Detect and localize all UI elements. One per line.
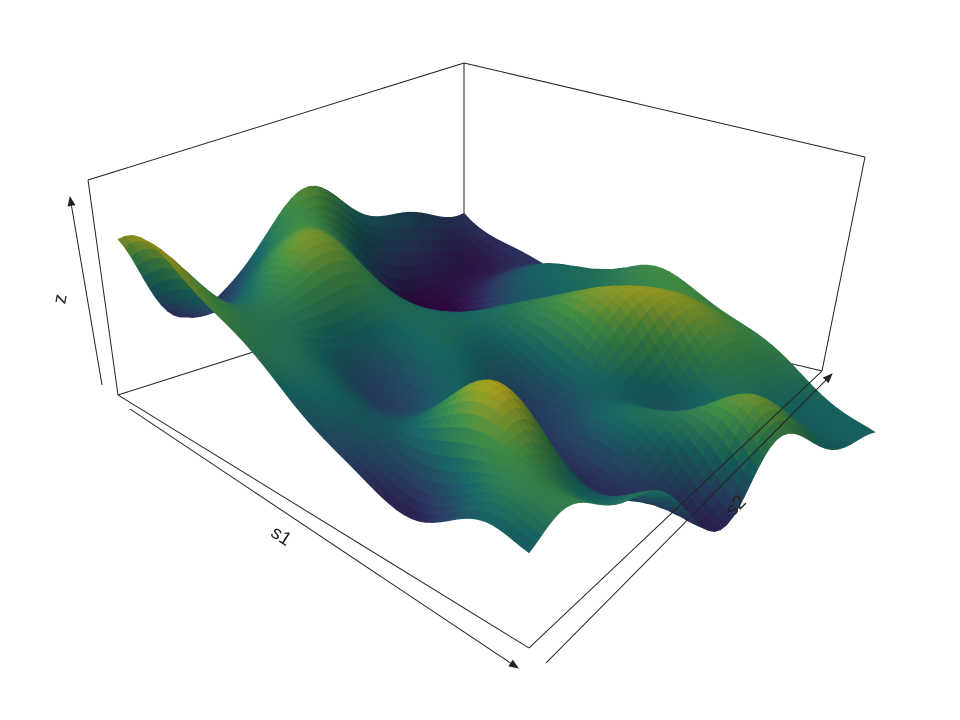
s1-axis-arrow (129, 408, 519, 669)
s2-axis-arrow (545, 373, 833, 664)
bounding-box-front (117, 370, 823, 649)
box-edge (117, 394, 530, 649)
box-edge (821, 156, 866, 372)
z-axis-label: z (49, 293, 71, 306)
surface-facet (521, 538, 536, 554)
box-edge (87, 62, 465, 181)
surface-mesh (117, 185, 876, 554)
box-edge (463, 62, 866, 158)
box-edge (87, 179, 119, 396)
box-edge (528, 370, 823, 649)
z-axis-arrow (67, 196, 103, 386)
axis-arrows (67, 196, 833, 669)
s1-axis-label: s1 (267, 522, 295, 551)
